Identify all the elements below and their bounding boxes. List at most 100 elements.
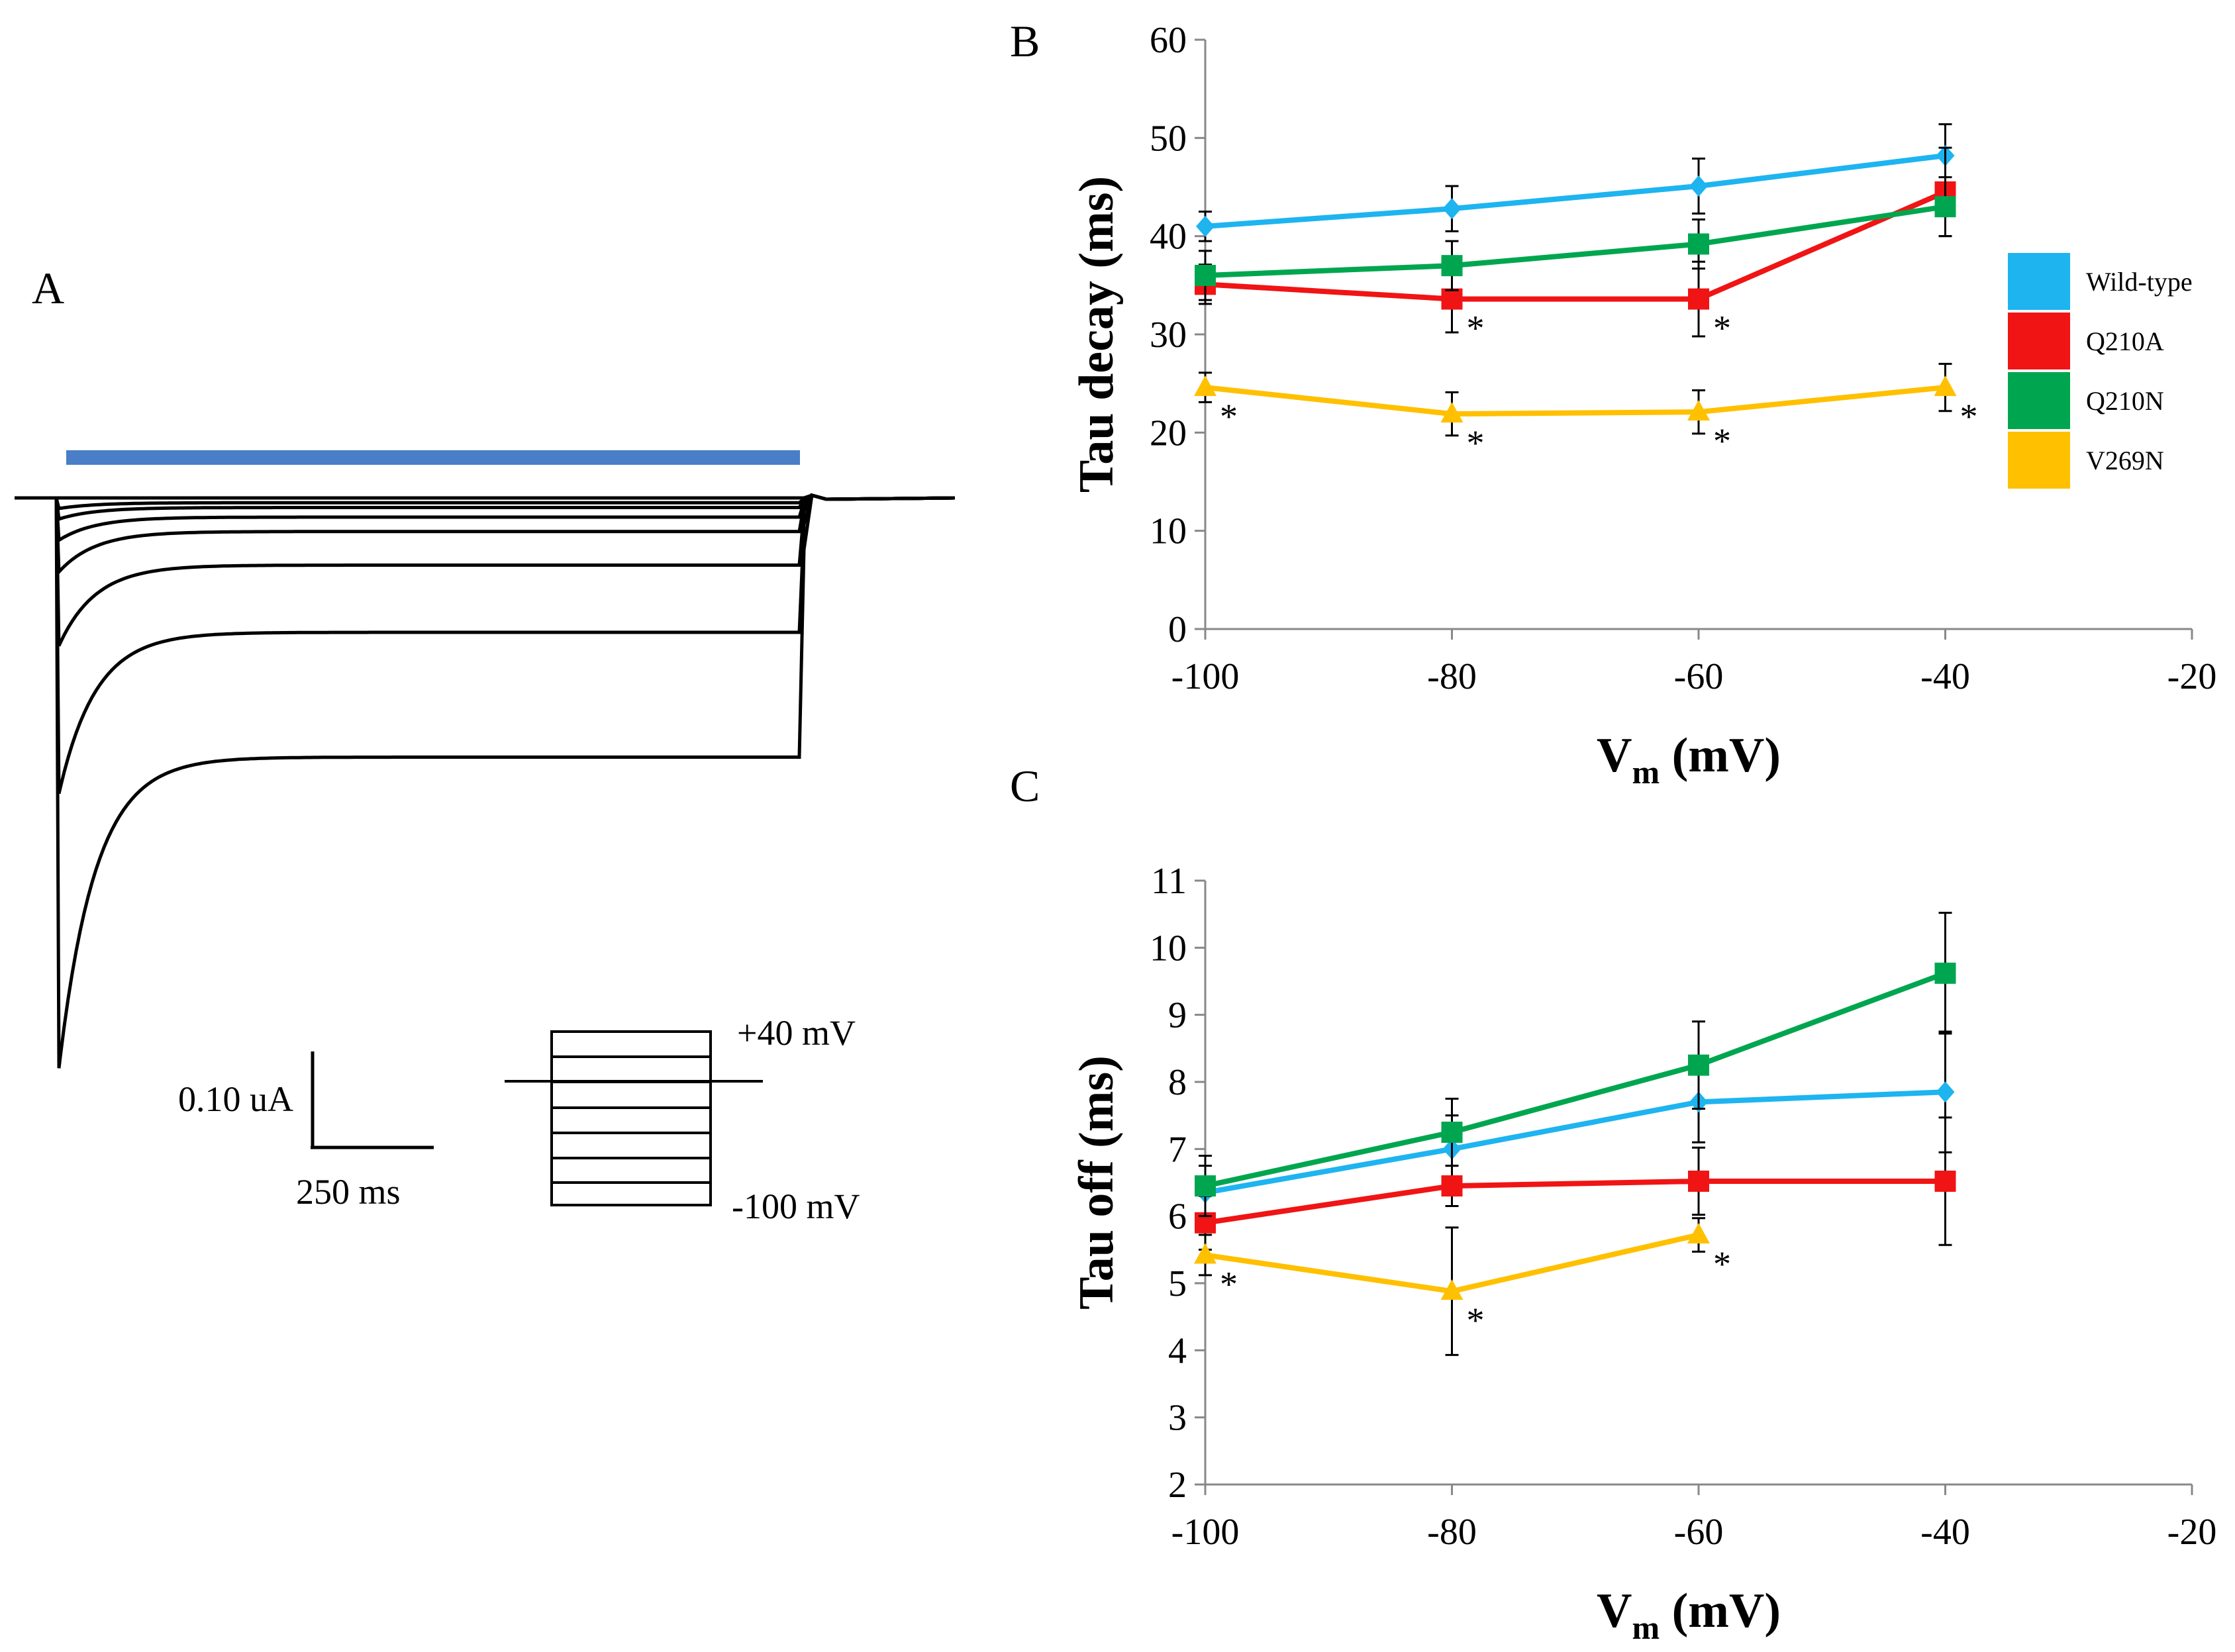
trace--60-mv [15,493,956,647]
trace--40-mv [15,493,956,576]
significance-mark: * [1960,397,1978,436]
significance-mark: * [1713,1244,1731,1284]
panel-b-series-wild-type [1196,123,1955,242]
panel-a-label: A [32,263,64,313]
panel-b-chart: B 0 10 20 30 40 50 60 -100 -80 -60 -40 -20 Tau decay… [1010,16,2216,791]
data-point [1936,1081,1955,1103]
data-point [1195,1175,1216,1197]
panel-b-y-tick-label: 10 [1150,511,1187,552]
data-point [1195,265,1216,286]
trace--20-mv [15,493,956,510]
trace--80-mv [15,493,956,795]
legend-label-q210n: Q210N [2086,386,2164,416]
panel-c-series-q210n [1195,912,1956,1218]
legend-swatch-v269n [2008,432,2070,489]
legend-label-q210a: Q210A [2086,326,2164,356]
data-point [1934,962,1956,984]
data-point [1687,1223,1710,1244]
data-point [1689,175,1708,197]
significance-mark: * [1713,309,1731,348]
data-point [1440,402,1464,423]
data-point [1194,1243,1217,1264]
data-point [1687,400,1710,421]
panel-b-x-tick-label: -80 [1427,656,1477,697]
panel-c-y-tick-label: 11 [1151,861,1187,902]
panel-b-y-tick-label: 20 [1150,413,1187,454]
panel-b-series-q210a: * * [1195,146,1956,348]
panel-b-label: B [1010,16,1040,66]
scale-bar: 0.10 uA 250 ms [178,1051,434,1212]
panel-b-y-tick-label: 50 [1150,118,1187,159]
panel-c-series-q210a [1195,1116,1956,1251]
panel-c-y-tick-label: 9 [1168,995,1187,1036]
series-line [1205,1089,1946,1196]
series-line [1205,971,1946,1189]
panel-c-x-tick-label: -80 [1427,1512,1477,1553]
significance-mark: * [1713,421,1731,461]
trace--20-mv [15,493,956,544]
panel-c-y-tick-label: 8 [1168,1062,1187,1103]
panel-b-y-tick-label: 30 [1150,315,1187,356]
panel-c-y-tick-label: 4 [1168,1330,1187,1371]
data-point [1934,1170,1956,1192]
data-point [1688,1054,1709,1076]
panel-c-series-wild-type [1196,1030,1955,1221]
significance-mark: * [1220,397,1238,436]
data-point [1196,215,1215,237]
panel-c-x-tick-label: -40 [1920,1512,1970,1553]
panel-b-x-tick-label: -60 [1674,656,1724,697]
series-line [1205,153,1946,229]
legend: Wild-type Q210A Q210N V269N [2008,253,2193,489]
panel-b-y-tick-label: 0 [1168,609,1187,650]
panel-c-y-tick-label: 5 [1168,1263,1187,1304]
scale-current-label: 0.10 uA [178,1079,293,1119]
scale-time-label: 250 ms [296,1172,401,1212]
series-line [1205,385,1946,417]
panel-c-y-axis-title: Tau off (ms) [1069,1055,1124,1310]
panel-c-x-tick-label: -20 [2167,1512,2217,1553]
data-point [1194,375,1217,397]
significance-mark: * [1467,1300,1485,1340]
panel-c-x-tick-label: -100 [1171,1512,1240,1553]
data-point [1442,198,1462,220]
legend-label-wild-type: Wild-type [2086,267,2193,297]
data-point [1688,233,1709,255]
significance-mark: * [1467,423,1485,463]
trace-0-mv [15,493,956,522]
panel-c-y-tick-label: 6 [1168,1196,1187,1238]
data-point [1440,1279,1464,1300]
data-point [1441,1122,1463,1143]
significance-mark: * [1467,309,1485,348]
series-line [1205,204,1946,278]
trace--40-mv [15,493,956,501]
legend-swatch-wild-type [2008,253,2070,310]
trace--100-mv [15,493,956,1069]
legend-swatch-q210n [2008,372,2070,429]
panel-b-series-q210n [1195,176,1956,301]
series-line [1205,189,1947,302]
voltage-protocol [505,1030,763,1206]
legend-label-v269n: V269N [2086,446,2164,475]
panel-c-label: C [1010,761,1040,811]
protocol-top-label: +40 mV [737,1013,856,1053]
data-point [1688,288,1709,310]
panel-c-y-tick-label: 10 [1150,928,1187,969]
protocol-bottom-label: -100 mV [732,1187,860,1226]
panel-a: A 0.10 uA 250 ms +40 mV -100 mV [15,263,956,1226]
data-point [1688,1170,1709,1192]
panel-c-x-tick-label: -60 [1674,1512,1724,1553]
data-point [1441,255,1463,277]
data-point [1441,1175,1463,1197]
panel-b-x-tick-label: -40 [1920,656,1970,697]
panel-c-y-tick-label: 3 [1168,1398,1187,1439]
data-point [1934,375,1957,397]
panel-b-y-axis-title: Tau decay (ms) [1069,176,1124,493]
legend-swatch-q210a [2008,313,2070,369]
panel-b-series-v269n: * * * * [1194,363,1978,463]
stimulus-bar [66,450,800,465]
series-line [1205,1178,1946,1226]
panel-b-y-tick-label: 40 [1150,217,1187,258]
panel-b-x-tick-label: -20 [2167,656,2217,697]
panel-b-x-tick-label: -100 [1171,656,1240,697]
